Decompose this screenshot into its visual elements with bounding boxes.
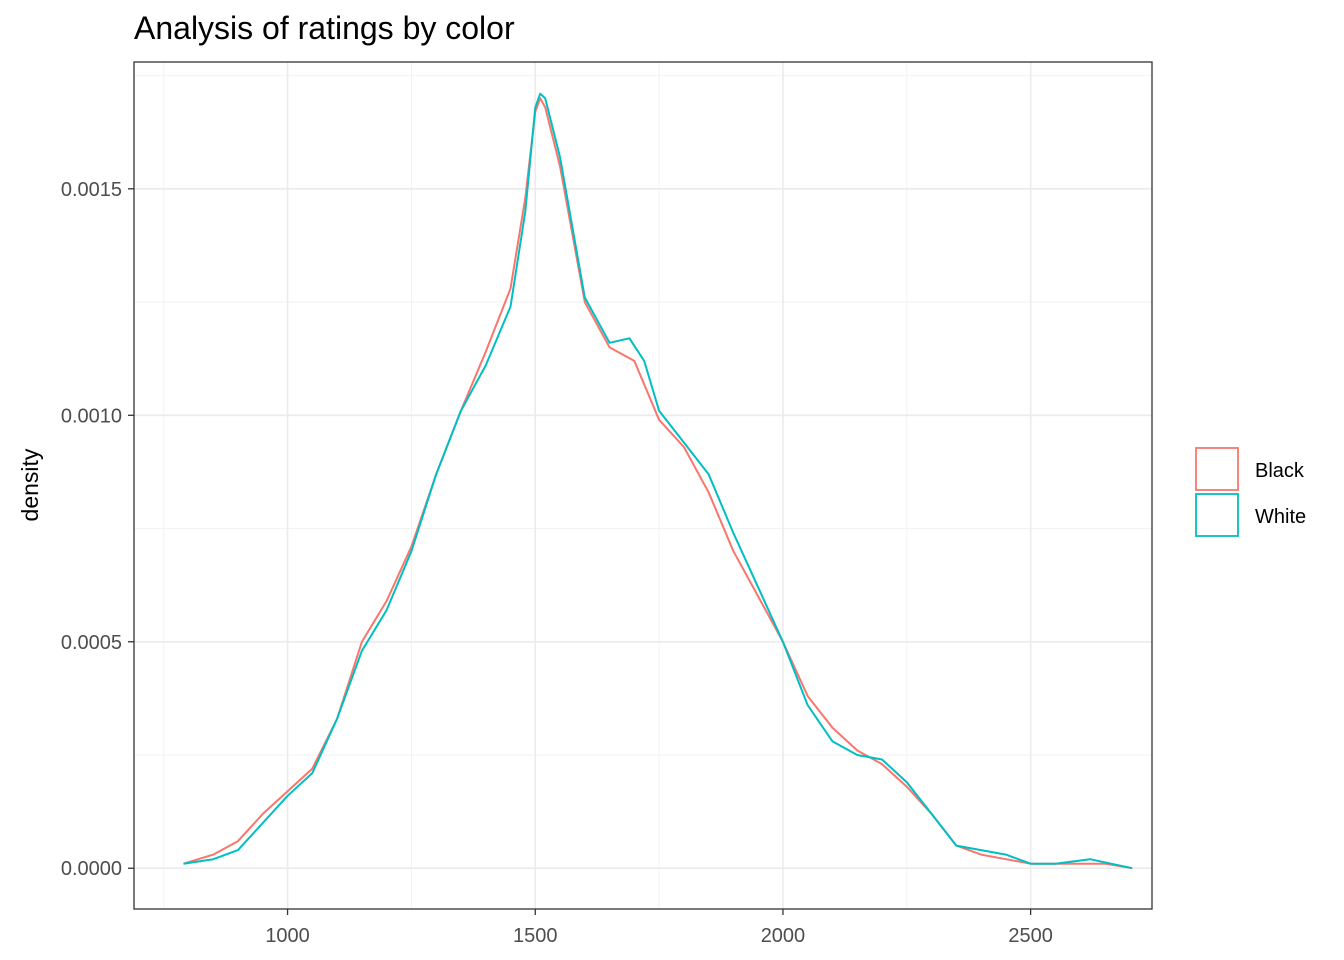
- legend-label-black: Black: [1255, 460, 1305, 482]
- y-axis-title: density: [17, 448, 43, 521]
- series-lines: [183, 92, 1133, 870]
- x-tick-label-2: 2000: [761, 925, 806, 947]
- x-tick-label-0: 1000: [265, 925, 310, 947]
- x-tick-label-3: 2500: [1008, 925, 1053, 947]
- legend-label-white: White: [1255, 506, 1306, 528]
- y-tick-label-2: 0.0010: [61, 405, 122, 427]
- y-tick-label-3: 0.0015: [61, 179, 122, 201]
- y-axis: 0.0000 0.0005 0.0010 0.0015: [61, 179, 134, 880]
- major-gridlines: [134, 62, 1152, 909]
- legend-key-white: [1195, 493, 1239, 537]
- chart-title: Analysis of ratings by color: [134, 10, 515, 46]
- plot-panel-border: [133, 61, 1153, 910]
- x-tick-label-1: 1500: [513, 925, 558, 947]
- legend: Black White: [1195, 447, 1306, 537]
- series-line-black: [183, 97, 1133, 870]
- legend-key-black: [1195, 447, 1239, 491]
- y-tick-label-0: 0.0000: [61, 858, 122, 880]
- minor-gridlines: [134, 62, 1152, 909]
- x-axis: 1000 1500 2000 2500: [265, 909, 1053, 947]
- y-tick-label-1: 0.0005: [61, 632, 122, 654]
- series-line-white: [183, 92, 1133, 870]
